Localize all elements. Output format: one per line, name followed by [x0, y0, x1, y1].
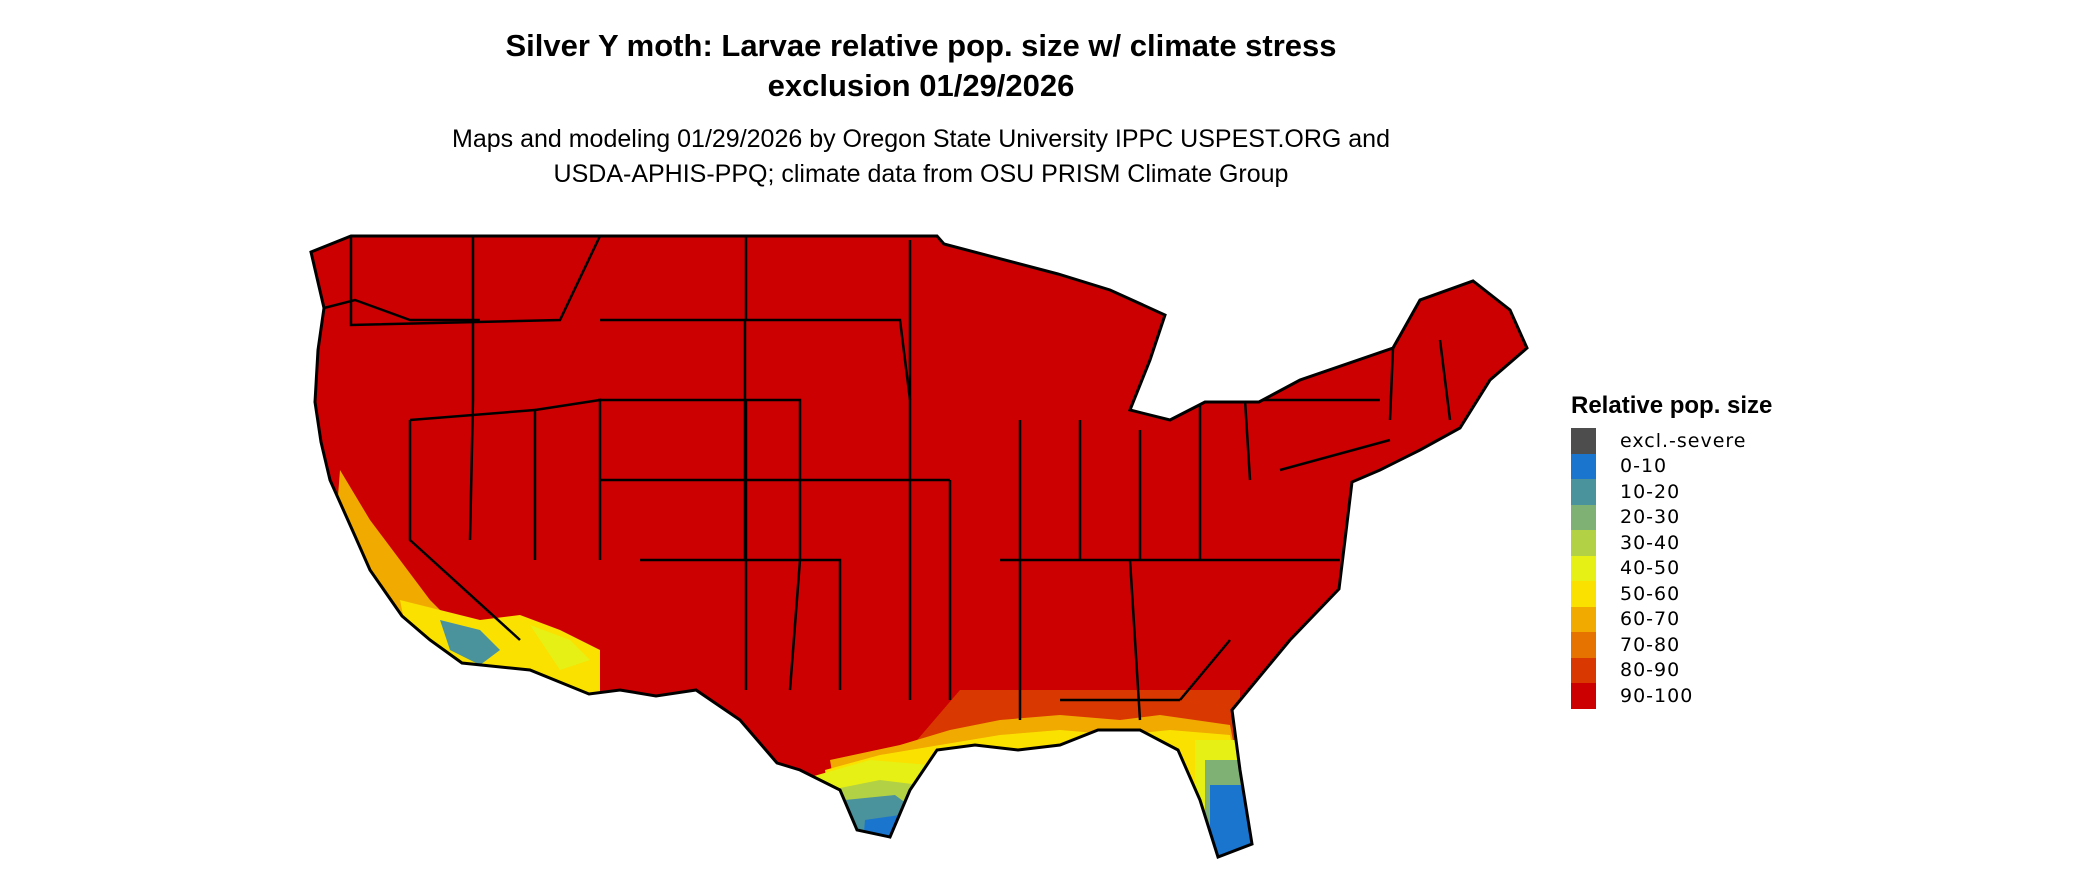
legend-swatch: [1571, 657, 1596, 683]
legend-item: 40-50: [1571, 555, 1772, 581]
state-border: [1438, 339, 1452, 421]
state-border: [1388, 347, 1395, 421]
state-border: [468, 236, 475, 541]
legend-title: Relative pop. size: [1571, 392, 1773, 419]
legend-label: 0-10: [1620, 455, 1668, 478]
legend-item: 90-100: [1571, 683, 1772, 709]
legend-swatch: [1571, 581, 1596, 607]
legend-item: 60-70: [1571, 606, 1772, 632]
region-10-20: [440, 620, 500, 665]
legend-label: 50-60: [1620, 582, 1681, 605]
legend-item: 50-60: [1571, 581, 1772, 607]
legend-swatch: [1571, 530, 1596, 556]
legend-item: 0-10: [1571, 453, 1772, 479]
state-borders: [323, 236, 1452, 721]
map-subtitle-line2: USDA-APHIS-PPQ; climate data from OSU PR…: [553, 160, 1289, 188]
map-title-line2: exclusion 01/29/2026: [767, 68, 1075, 103]
state-border: [1279, 438, 1391, 472]
legend-swatch: [1571, 428, 1596, 454]
legend-swatch: [1571, 606, 1596, 632]
state-border: [349, 236, 602, 327]
legend-label: 70-80: [1620, 633, 1681, 656]
us-outline: [309, 234, 1529, 859]
legend-label: 80-90: [1620, 659, 1681, 682]
legend-swatch: [1571, 453, 1596, 479]
state-border: [1128, 559, 1142, 721]
map-title-line1: Silver Y moth: Larvae relative pop. size…: [505, 28, 1337, 63]
state-border: [640, 558, 842, 690]
legend-swatch: [1571, 479, 1596, 505]
region-40-50: [530, 625, 590, 670]
legend-item: 30-40: [1571, 530, 1772, 556]
legend-item: excl.-severe: [1571, 428, 1772, 454]
legend-label: 30-40: [1620, 531, 1681, 554]
legend-label: 40-50: [1620, 557, 1681, 580]
legend-swatch: [1571, 683, 1596, 709]
map-subtitle-line1: Maps and modeling 01/29/2026 by Oregon S…: [452, 125, 1390, 153]
legend-swatch: [1571, 555, 1596, 581]
legend: Relative pop. size excl.-severe 0-10 10-20…: [1571, 392, 1772, 709]
state-border: [323, 298, 480, 322]
legend-item: 70-80: [1571, 632, 1772, 658]
state-border: [408, 420, 521, 641]
legend-swatch: [1571, 632, 1596, 658]
state-border: [746, 318, 912, 401]
legend-item: 20-30: [1571, 504, 1772, 530]
legend-label: 60-70: [1620, 608, 1681, 631]
legend-item: 80-90: [1571, 657, 1772, 683]
region-0-10: [1210, 785, 1260, 857]
legend-label: 20-30: [1620, 506, 1681, 529]
legend-item: 10-20: [1571, 479, 1772, 505]
state-border: [1243, 399, 1252, 481]
legend-label: excl.-severe: [1620, 429, 1747, 452]
legend-label: 90-100: [1620, 684, 1694, 707]
region-0-10: [860, 815, 910, 857]
legend-swatch: [1571, 504, 1596, 530]
legend-label: 10-20: [1620, 480, 1681, 503]
state-border: [1179, 639, 1231, 701]
